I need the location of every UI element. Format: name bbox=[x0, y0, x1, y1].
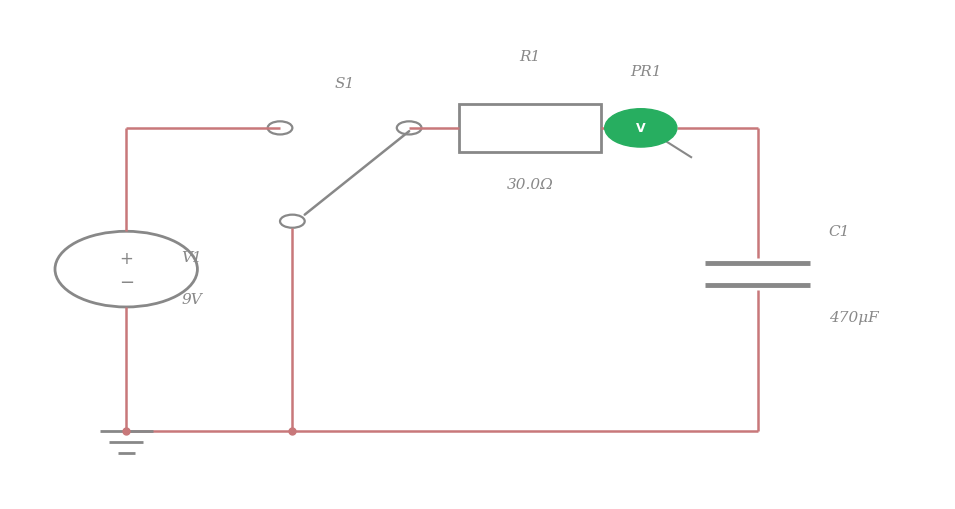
Text: PR1: PR1 bbox=[629, 65, 661, 79]
Text: 9V: 9V bbox=[181, 293, 202, 307]
Text: +: + bbox=[119, 249, 133, 268]
Text: −: − bbox=[118, 273, 134, 291]
Text: R1: R1 bbox=[520, 50, 541, 64]
Text: V: V bbox=[636, 122, 646, 135]
Text: 470μF: 470μF bbox=[829, 310, 879, 324]
Text: V1: V1 bbox=[181, 250, 202, 264]
Text: C1: C1 bbox=[829, 225, 850, 239]
Text: S1: S1 bbox=[334, 77, 354, 91]
Circle shape bbox=[605, 109, 677, 148]
Bar bbox=[458, 104, 601, 153]
Text: 30.0Ω: 30.0Ω bbox=[506, 178, 553, 192]
